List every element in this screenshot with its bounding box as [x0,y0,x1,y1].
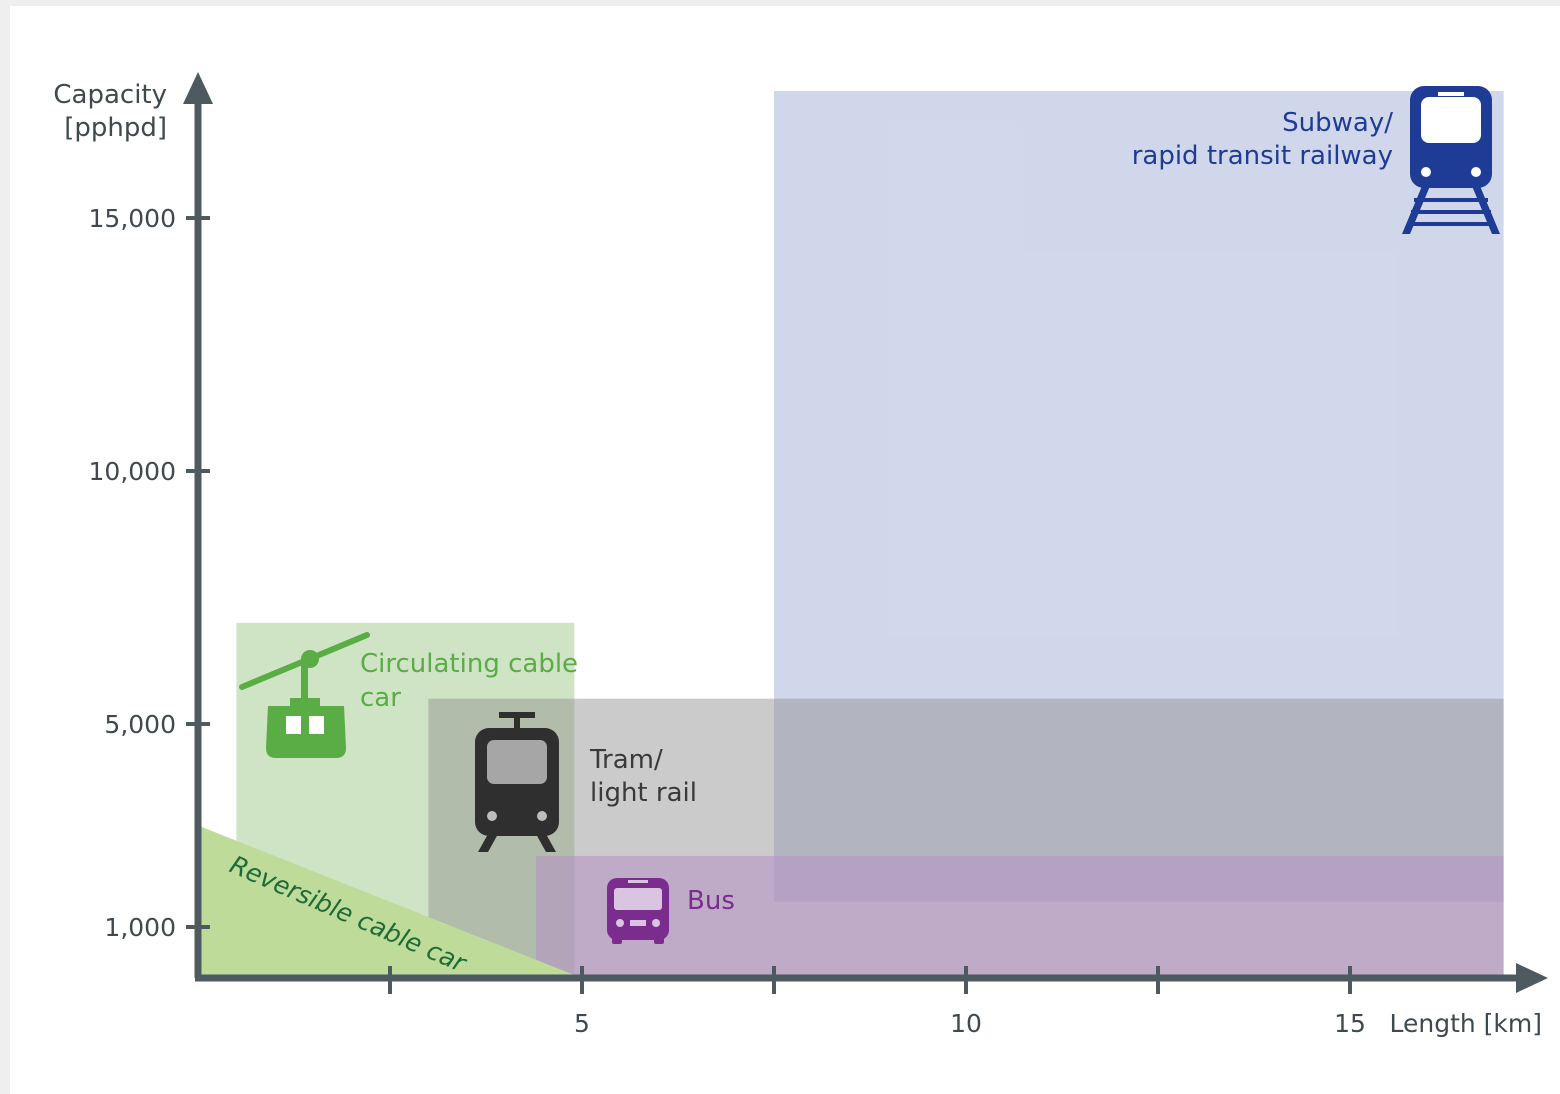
tram-pantograph [499,712,535,718]
x-axis-label: Length [km] [1389,1009,1542,1038]
label-tram: Tram/ [589,745,663,775]
bus-light [652,919,660,927]
gondola-roof [290,698,320,706]
region-bus [535,855,1504,978]
bus-window [614,888,662,910]
tram-legs [478,834,556,852]
axes-layer: 1,000 5,000 10,000 15,000 5 10 15 Capacity[pphp… [53,72,1548,1038]
transport-capacity-chart: 1,000 5,000 10,000 15,000 5 10 15 Capacity[pphp… [53,72,1548,1038]
gondola-icon [239,632,370,758]
bus-wheel [654,936,664,944]
train-light [1421,167,1431,177]
bus-sign [628,880,648,883]
train-sleeper [1408,222,1494,226]
chart-frame: 1,000 5,000 10,000 15,000 5 10 15 Capacity [pphp… [10,6,1560,1094]
label-tram-2: light rail [590,778,697,808]
train-sleeper [1414,198,1488,202]
y-axis-label: Capacity [53,80,167,110]
bus-wheel [612,936,622,944]
train-icon [1402,86,1500,234]
tram-pantograph-arm [514,716,520,732]
tram-icon [475,712,559,852]
label-circulating-cable-car-2: car [360,683,401,713]
tram-light [537,811,547,821]
y-tick-label: 1,000 [104,913,176,942]
x-tick-label: 5 [574,1009,590,1038]
y-tick-label: 5,000 [104,710,176,739]
regions-layer [198,91,1504,978]
x-tick-label: 15 [1334,1009,1366,1038]
x-tick-label: 10 [950,1009,982,1038]
label-circulating-cable-car: Circulating cable [360,649,578,679]
bus-light [616,919,624,927]
y-tick-label: 15,000 [89,204,176,233]
y-tick-label: 10,000 [89,457,176,486]
label-bus: Bus [687,886,735,916]
bus-grille [630,920,646,926]
x-axis-arrow [1516,963,1548,993]
train-sleeper [1411,210,1491,214]
region-reversible-cable-car [198,825,582,978]
gondola-window [286,716,301,734]
y-axis-unit: [pphpd] [64,113,167,143]
train-rails [1402,186,1500,234]
label-subway: Subway/ [1282,108,1393,138]
y-axis-arrow [183,72,213,104]
label-subway-2: rapid transit railway [1132,141,1393,171]
gondola-hanger [301,662,308,702]
gondola-window [309,716,324,734]
train-sign [1438,92,1464,96]
train-light [1471,167,1481,177]
gondola-cabin [266,706,346,758]
region-subway [774,91,1504,902]
train-window [1421,97,1481,143]
tram-light [487,811,497,821]
bus-icon [607,878,669,944]
tram-window [487,740,547,784]
